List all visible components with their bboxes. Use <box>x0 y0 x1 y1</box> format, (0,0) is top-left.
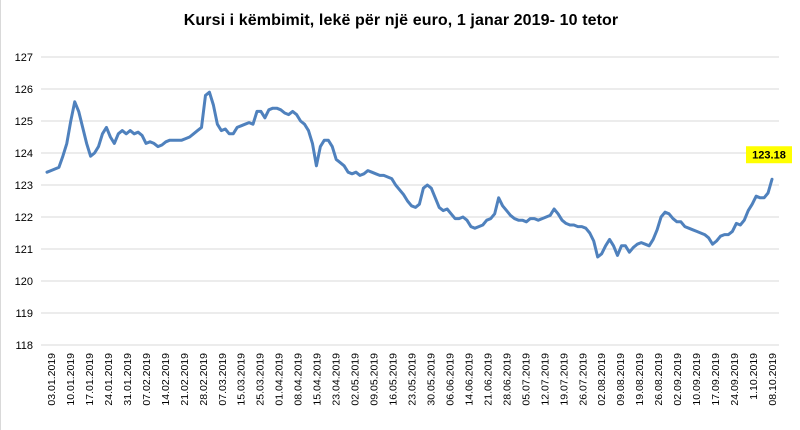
x-tick-label: 31.01.2019 <box>122 353 134 406</box>
x-tick-label: 03.01.2019 <box>46 353 58 406</box>
x-tick-label: 26.08.2019 <box>653 353 665 406</box>
x-tick-label: 28.06.2019 <box>501 353 513 406</box>
y-tick-label: 126 <box>15 84 33 96</box>
x-tick-label: 07.03.2019 <box>217 353 229 406</box>
x-tick-label: 25.03.2019 <box>255 353 267 406</box>
x-tick-label: 02.05.2019 <box>350 353 362 406</box>
x-tick-label: 01.04.2019 <box>274 353 286 406</box>
x-tick-label: 09.08.2019 <box>615 353 627 406</box>
x-tick-label: 10.01.2019 <box>65 353 77 406</box>
x-tick-label: 14.02.2019 <box>160 353 172 406</box>
x-tick-label: 09.05.2019 <box>369 353 381 406</box>
x-tick-label: 21.06.2019 <box>482 353 494 406</box>
y-tick-label: 127 <box>15 52 33 64</box>
y-tick-label: 123 <box>15 180 33 192</box>
x-tick-label: 17.01.2019 <box>84 353 96 406</box>
y-tick-label: 124 <box>15 148 33 160</box>
x-tick-label: 15.03.2019 <box>236 353 248 406</box>
x-tick-label: 21.02.2019 <box>179 353 191 406</box>
x-tick-label: 10.09.2019 <box>691 353 703 406</box>
y-tick-label: 120 <box>15 276 33 288</box>
x-tick-label: 08.10.2019 <box>767 353 779 406</box>
y-tick-label: 122 <box>15 212 33 224</box>
x-tick-label: 05.07.2019 <box>520 353 532 406</box>
y-axis-ticks: 118 119 120 121 122 123 124 125 126 127 <box>15 52 33 352</box>
x-tick-label: 15.04.2019 <box>312 353 324 406</box>
x-tick-label: 06.06.2019 <box>444 353 456 406</box>
x-tick-label: 23.04.2019 <box>331 353 343 406</box>
x-tick-label: 17.09.2019 <box>710 353 722 406</box>
y-tick-label: 125 <box>15 116 33 128</box>
y-tick-label: 121 <box>15 244 33 256</box>
x-tick-label: 23.05.2019 <box>407 353 419 406</box>
x-tick-label: 12.07.2019 <box>539 353 551 406</box>
x-tick-label: 24.01.2019 <box>103 353 115 406</box>
last-value-label: 123.18 <box>746 146 792 164</box>
x-tick-label: 26.07.2019 <box>577 353 589 406</box>
x-tick-label: 14.06.2019 <box>463 353 475 406</box>
x-tick-label: 08.04.2019 <box>293 353 305 406</box>
x-tick-label: 28.02.2019 <box>198 353 210 406</box>
x-tick-label: 24.09.2019 <box>729 353 741 406</box>
y-tick-label: 119 <box>15 308 33 320</box>
gridlines <box>41 56 779 346</box>
data-labels: 123.18 <box>746 146 792 164</box>
x-tick-label: 07.02.2019 <box>141 353 153 406</box>
data-label-background <box>746 146 792 164</box>
x-tick-label: 16.05.2019 <box>388 353 400 406</box>
x-axis-ticks: 03.01.2019 10.01.2019 17.01.2019 24.01.2019… <box>46 353 779 406</box>
x-tick-label: 02.08.2019 <box>596 353 608 406</box>
x-tick-label: 1.10.2019 <box>748 353 760 400</box>
x-tick-label: 19.07.2019 <box>558 353 570 406</box>
chart-title: Kursi i këmbimit, lekë për një euro, 1 j… <box>183 12 619 29</box>
y-tick-label: 118 <box>15 340 33 352</box>
series-line <box>45 90 774 259</box>
data-label-value: 123.18 <box>752 150 786 162</box>
x-tick-label: 30.05.2019 <box>425 353 437 406</box>
x-tick-label: 02.09.2019 <box>672 353 684 406</box>
x-tick-label: 19.08.2019 <box>634 353 646 406</box>
